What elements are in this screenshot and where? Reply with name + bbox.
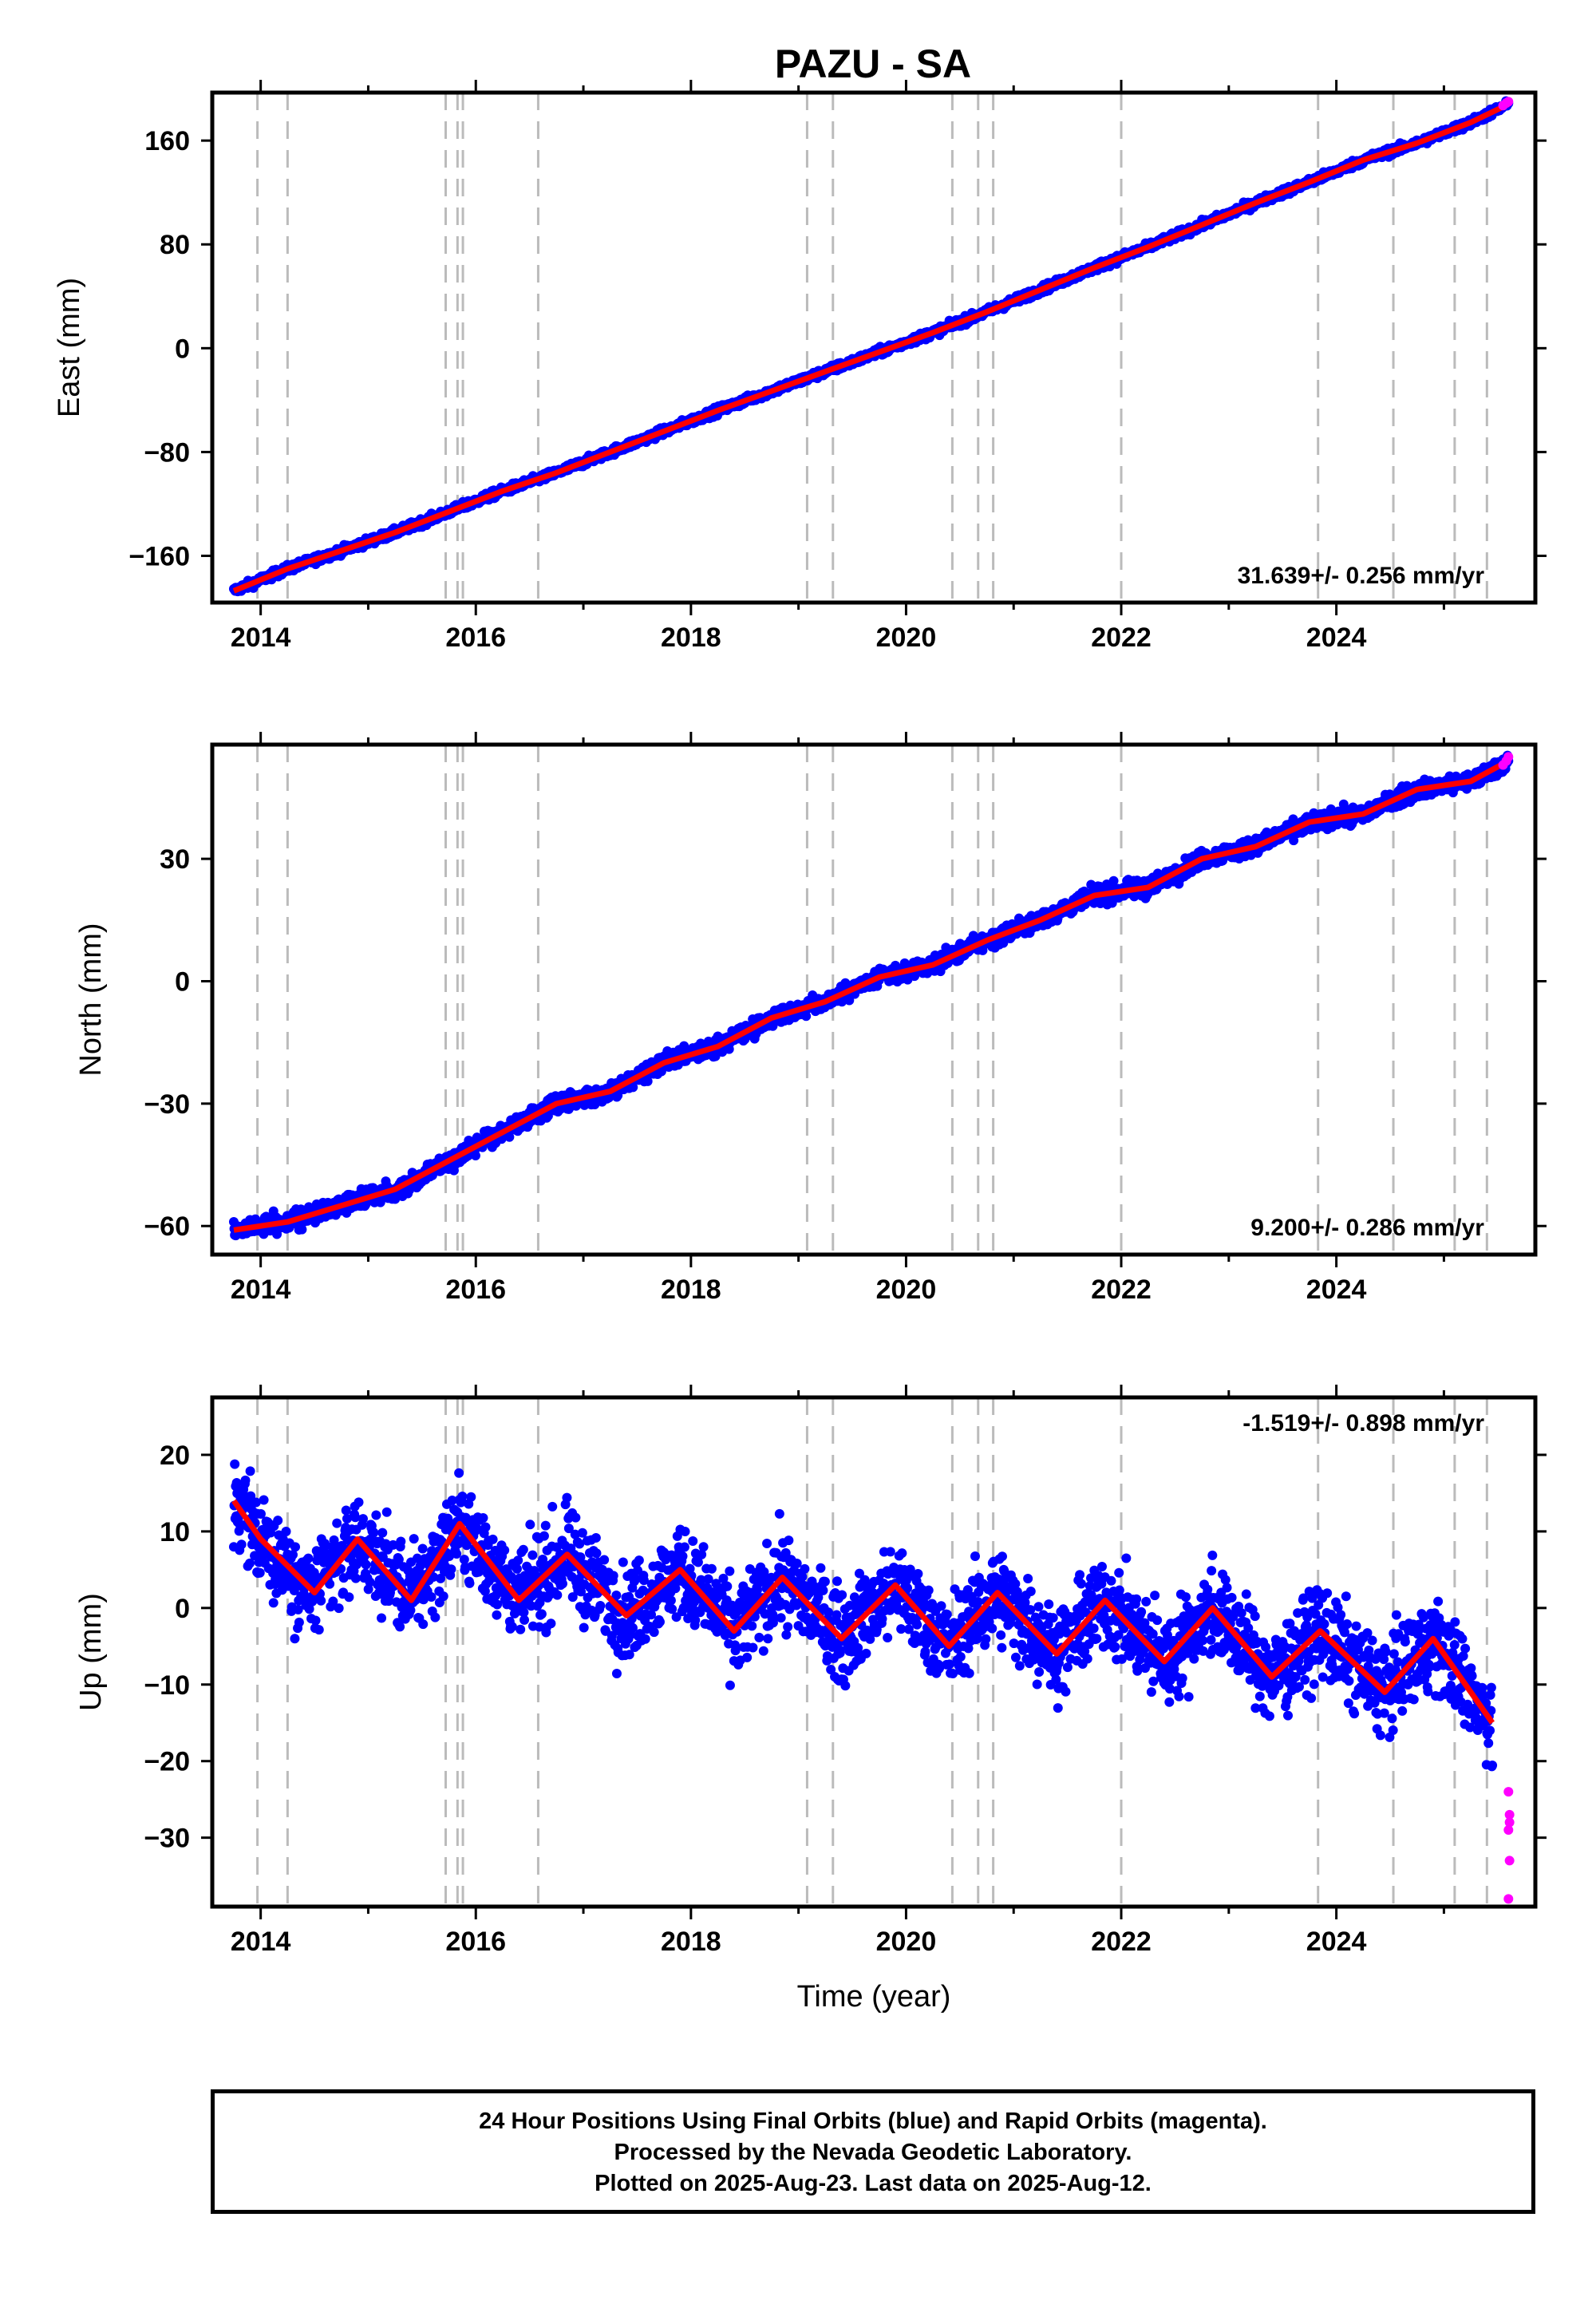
panel-east: −160 −80 0 80 160 2014 2016 2018 2020 2022 2024 31.… [53, 80, 1547, 653]
data-point-rapid [1503, 97, 1514, 107]
data-point-final [470, 1150, 480, 1160]
y-tick-label: −80 [144, 437, 190, 468]
x-tick-label: 2022 [1091, 1275, 1152, 1305]
panel-frame [210, 90, 1538, 605]
x-tick-label: 2024 [1306, 1275, 1367, 1305]
y-tick-label: 80 [160, 230, 190, 260]
y-tick-label: 30 [160, 844, 190, 875]
y-axis-label: East (mm) [53, 278, 86, 417]
trend-line [232, 101, 1510, 594]
y-tick-label: 0 [175, 334, 190, 364]
x-tick-label: 2020 [876, 1275, 937, 1305]
figure-title: PAZU - SA [775, 41, 971, 86]
y-tick-label: −60 [144, 1211, 190, 1242]
plot-area-north [228, 750, 1514, 1241]
data-point-final [1289, 836, 1299, 846]
data-point-final [297, 1224, 307, 1235]
plot-area-east [228, 96, 1514, 597]
data-point-final [543, 1111, 553, 1121]
x-tick-label: 2018 [661, 622, 721, 653]
x-tick-label: 2018 [661, 1275, 721, 1305]
data-point-final [1108, 875, 1119, 886]
data-point-final [628, 1082, 638, 1093]
rate-label: 31.639+/- 0.256 mm/yr [1238, 563, 1485, 589]
data-point-final [504, 1132, 515, 1142]
y-tick-label: −160 [128, 541, 190, 571]
x-tick-label: 2022 [1091, 622, 1152, 653]
y-tick-label: −30 [144, 1089, 190, 1120]
x-tick-label: 2014 [231, 622, 291, 653]
x-tick-label: 2014 [231, 1275, 291, 1305]
y-tick-label: 160 [144, 126, 190, 156]
y-tick-label: 0 [175, 966, 190, 997]
data-point-final [642, 1076, 653, 1086]
panels: −160 −80 0 80 160 2014 2016 2018 2020 2022 2024 31.… [53, 80, 1547, 2014]
x-tick-label: 2020 [876, 622, 937, 653]
data-point-final [710, 1051, 721, 1061]
x-tick-label: 2016 [445, 622, 506, 653]
x-tick-label: 2016 [445, 1275, 506, 1305]
data-point-final [844, 995, 855, 1006]
x-tick-label: 2024 [1306, 622, 1367, 653]
